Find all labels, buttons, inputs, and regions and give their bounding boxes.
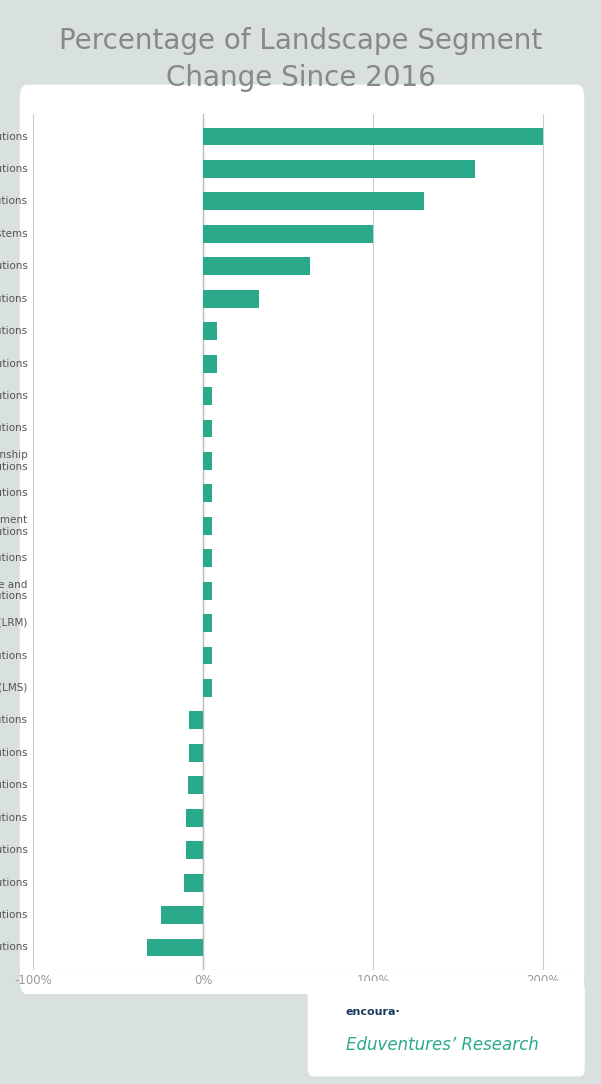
Bar (203, 420, 212, 437)
Bar (203, 193, 424, 210)
Bar (186, 841, 203, 860)
Text: encoura·: encoura· (346, 1007, 400, 1018)
Bar (203, 452, 212, 469)
Bar (203, 485, 212, 502)
Bar (203, 387, 212, 405)
Bar (203, 224, 373, 243)
Bar (189, 744, 203, 762)
Bar (203, 615, 212, 632)
Bar (203, 517, 212, 534)
Bar (147, 939, 203, 956)
Bar (203, 128, 543, 145)
Bar (189, 711, 203, 730)
Bar (188, 776, 203, 795)
Bar (186, 809, 203, 827)
Text: Percentage of Landscape Segment
Change Since 2016: Percentage of Landscape Segment Change S… (59, 27, 542, 92)
Bar (203, 289, 259, 308)
Bar (203, 160, 475, 178)
Bar (203, 550, 212, 567)
Bar (203, 354, 216, 373)
Bar (203, 679, 212, 697)
Text: Eduventures’ Research: Eduventures’ Research (346, 1036, 538, 1054)
Bar (160, 906, 203, 924)
Bar (203, 647, 212, 664)
Bar (203, 582, 212, 599)
Bar (203, 322, 216, 340)
Bar (203, 257, 310, 275)
Bar (185, 874, 203, 891)
